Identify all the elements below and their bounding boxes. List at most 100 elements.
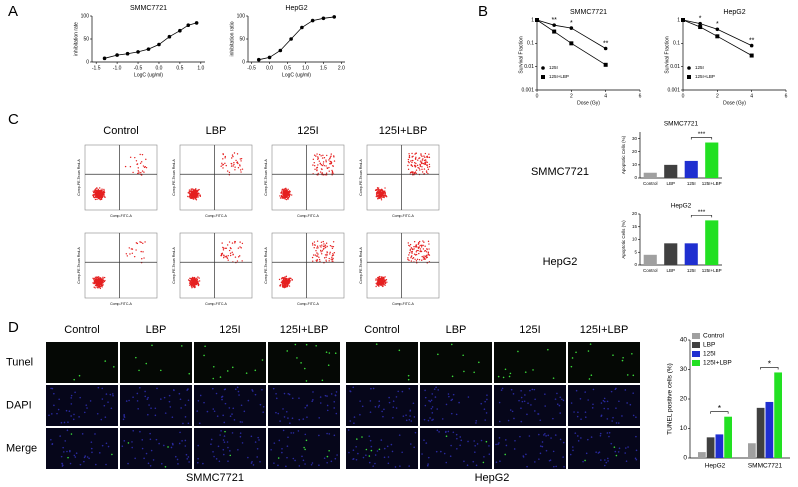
nucleus <box>277 457 280 459</box>
nucleus <box>334 394 337 396</box>
nucleus <box>172 389 175 391</box>
cell-dot <box>101 189 103 192</box>
cell-dot <box>103 188 105 191</box>
nucleus <box>443 452 446 455</box>
row-label: DAPI <box>6 399 32 411</box>
cell-dot <box>407 168 410 171</box>
cell-dot <box>422 248 425 250</box>
nucleus <box>159 369 162 372</box>
cell-dot <box>193 189 196 192</box>
cell-dot <box>236 153 239 155</box>
nucleus <box>288 393 291 396</box>
nucleus <box>392 406 395 408</box>
nucleus <box>368 435 371 437</box>
nucleus <box>168 394 171 397</box>
cell-dot <box>410 171 413 173</box>
cell-dot <box>377 278 379 280</box>
cell-dot <box>328 170 330 172</box>
cell-dot <box>239 169 242 171</box>
nucleus <box>83 411 86 414</box>
nucleus <box>294 343 297 346</box>
nucleus <box>238 394 240 396</box>
series-line <box>104 22 197 59</box>
cell-dot <box>198 194 200 196</box>
nucleus <box>287 417 289 419</box>
nucleus <box>213 455 215 458</box>
cell-dot <box>103 276 106 279</box>
nucleus <box>539 452 542 455</box>
cell-dot <box>426 248 428 250</box>
cell-dot <box>97 276 99 279</box>
nucleus <box>149 438 152 441</box>
micrograph <box>194 342 266 383</box>
nucleus <box>289 422 291 425</box>
cell-dot <box>101 188 103 190</box>
nucleus <box>434 396 437 398</box>
nucleus <box>151 344 153 347</box>
cell-dot <box>317 172 319 175</box>
cell-dot <box>137 167 139 169</box>
nucleus <box>590 436 593 438</box>
nucleus <box>369 411 372 413</box>
nucleus <box>251 389 253 391</box>
cell-dot <box>326 154 328 157</box>
cell-dot <box>188 191 191 193</box>
nucleus <box>112 394 114 397</box>
cell-dot <box>419 165 422 167</box>
cell-dot <box>100 192 103 194</box>
cell-dot <box>409 243 412 246</box>
image-frame <box>268 342 340 383</box>
nucleus <box>555 465 557 468</box>
nucleus <box>138 369 140 372</box>
cell-dot <box>225 247 228 249</box>
legend-swatch <box>692 360 700 366</box>
cell-dot <box>326 167 329 170</box>
cell-dot <box>325 256 327 258</box>
cell-dot <box>194 195 196 197</box>
cell-dot <box>424 161 426 164</box>
cell-dot <box>419 248 422 250</box>
cell-dot <box>320 155 322 157</box>
nucleus <box>70 397 73 399</box>
cell-dot <box>99 187 101 189</box>
axis-label: Comp-FITC-A <box>110 302 132 306</box>
cell-dot <box>97 285 100 288</box>
cell-dot <box>129 166 132 168</box>
nucleus <box>474 451 476 453</box>
nucleus <box>378 404 381 407</box>
cell-dot <box>101 286 103 288</box>
data-point <box>603 62 608 67</box>
cell-dot <box>421 168 423 171</box>
bracket <box>690 137 713 140</box>
cell-dot <box>323 245 326 247</box>
cell-dot <box>133 255 136 258</box>
nucleus <box>352 386 355 389</box>
cell-dot <box>384 187 386 189</box>
nucleus <box>399 465 401 467</box>
nucleus <box>449 455 452 457</box>
cell-dot <box>194 278 197 281</box>
nucleus <box>452 431 455 434</box>
y-axis-label: Apoptotic Cells (%) <box>621 135 626 174</box>
nucleus <box>226 441 229 443</box>
nucleus <box>460 439 463 442</box>
legend-marker <box>687 66 691 70</box>
cell-dot <box>422 256 425 259</box>
cell-dot <box>324 254 327 256</box>
cell-dot <box>329 244 332 247</box>
nucleus <box>239 432 242 434</box>
cell-dot <box>423 250 426 252</box>
cell-dot <box>284 191 286 194</box>
nucleus <box>602 399 605 402</box>
cell-dot <box>281 284 283 286</box>
cell-dot <box>191 188 194 190</box>
cell-dot <box>103 280 106 283</box>
cell-dot <box>221 164 223 166</box>
x-tick-label: 4 <box>604 93 607 99</box>
nucleus <box>149 432 151 435</box>
nucleus <box>635 449 638 452</box>
nucleus <box>111 453 113 456</box>
cell-dot <box>319 245 321 247</box>
cell-dot <box>104 196 106 198</box>
x-tick-label: 125I <box>687 268 696 273</box>
